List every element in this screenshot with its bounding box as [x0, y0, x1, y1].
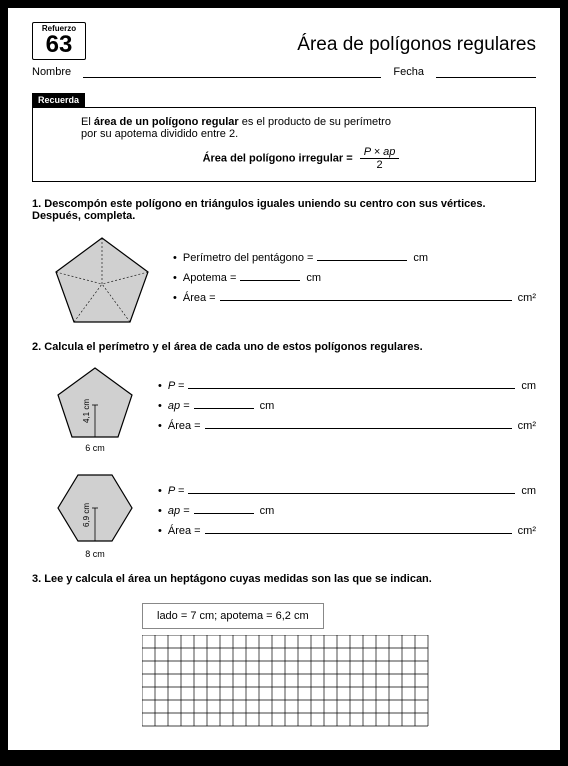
recuerda-text-post: es el producto de su perímetro	[239, 116, 391, 128]
formula-denominator: 2	[360, 159, 400, 171]
name-date-row: Nombre Fecha	[32, 66, 536, 78]
ex3-given-box: lado = 7 cm; apotema = 6,2 cm	[142, 603, 324, 629]
refuerzo-box: Refuerzo 63	[32, 22, 86, 60]
ex2-hexagon-body: 6,9 cm 8 cm •P =cm •ap =cm •Área =cm²	[50, 467, 536, 559]
unit-cm: cm	[306, 272, 321, 284]
ex2-pentagon: 4,1 cm 6 cm	[50, 363, 140, 453]
ex2-text: Calcula el perímetro y el área de cada u…	[44, 341, 422, 353]
unit-cm: cm	[521, 380, 536, 392]
unit-cm2: cm²	[518, 420, 536, 432]
p-label: P =	[168, 485, 184, 497]
ex2a-area-input[interactable]	[205, 418, 512, 429]
ex1-number: 1.	[32, 198, 41, 210]
unit-cm: cm	[521, 485, 536, 497]
refuerzo-number: 63	[39, 33, 79, 57]
header: Refuerzo 63 Área de polígonos regulares	[32, 22, 536, 60]
hex-side-label: 8 cm	[50, 549, 140, 559]
formula-fraction: P × ap 2	[360, 146, 400, 171]
exercise-3: 3. Lee y calcula el área un heptágono cu…	[32, 573, 536, 585]
ex2-pentagon-body: 4,1 cm 6 cm •P =cm •ap =cm •Área =cm²	[50, 363, 536, 453]
ex2-hex-bullets: •P =cm •ap =cm •Área =cm²	[158, 483, 536, 543]
unit-cm: cm	[413, 252, 428, 264]
ex2a-ap-input[interactable]	[194, 398, 254, 409]
ex2a-p-input[interactable]	[188, 378, 515, 389]
ex2b-ap-input[interactable]	[194, 503, 254, 514]
fecha-input-line[interactable]	[436, 66, 536, 78]
ex1-area-label: Área =	[183, 292, 216, 304]
ex1-body: •Perímetro del pentágono =cm •Apotema =c…	[50, 232, 536, 327]
area-label: Área =	[168, 525, 201, 537]
ex1-perimeter-label: Perímetro del pentágono =	[183, 252, 314, 264]
ap-label: ap =	[168, 505, 190, 517]
p-label: P =	[168, 380, 184, 392]
ex1-perimeter-input[interactable]	[317, 250, 407, 261]
ex3-number: 3.	[32, 573, 41, 585]
ex1-pentagon	[50, 232, 155, 327]
ex1-text: Descompón este polígono en triángulos ig…	[32, 198, 486, 222]
hex-apotema-label: 6,9 cm	[82, 503, 91, 527]
formula-numerator: P × ap	[360, 146, 400, 159]
unit-cm2: cm²	[518, 525, 536, 537]
unit-cm2: cm²	[518, 292, 536, 304]
ex2b-p-input[interactable]	[188, 483, 515, 494]
nombre-label: Nombre	[32, 66, 71, 78]
formula-label: Área del polígono irregular =	[203, 152, 353, 164]
recuerda-text-bold: área de un polígono regular	[94, 116, 239, 128]
formula: Área del polígono irregular = P × ap 2	[81, 146, 521, 171]
fecha-label: Fecha	[393, 66, 424, 78]
ex2-hexagon: 6,9 cm 8 cm	[50, 467, 140, 559]
ex2-pent-bullets: •P =cm •ap =cm •Área =cm²	[158, 378, 536, 438]
ex2-number: 2.	[32, 341, 41, 353]
exercise-1: 1. Descompón este polígono en triángulos…	[32, 198, 536, 222]
ex2b-area-input[interactable]	[205, 523, 512, 534]
page-title: Área de polígonos regulares	[297, 34, 536, 56]
ex3-answer-grid[interactable]	[142, 635, 536, 727]
ex1-apotema-input[interactable]	[240, 270, 300, 281]
area-label: Área =	[168, 420, 201, 432]
ap-label: ap =	[168, 400, 190, 412]
pent-apotema-label: 4,1 cm	[82, 399, 91, 423]
unit-cm: cm	[260, 505, 275, 517]
ex1-area-input[interactable]	[220, 290, 512, 301]
recuerda-line2: por su apotema dividido entre 2.	[81, 128, 238, 140]
worksheet-page: Refuerzo 63 Área de polígonos regulares …	[8, 8, 560, 750]
unit-cm: cm	[260, 400, 275, 412]
recuerda-text-pre: El	[81, 116, 94, 128]
pent-side-label: 6 cm	[50, 443, 140, 453]
recuerda-section: Recuerda El área de un polígono regular …	[32, 90, 536, 182]
recuerda-tab: Recuerda	[32, 93, 85, 107]
ex3-text: Lee y calcula el área un heptágono cuyas…	[44, 573, 432, 585]
ex1-bullets: •Perímetro del pentágono =cm •Apotema =c…	[173, 250, 536, 310]
ex1-apotema-label: Apotema =	[183, 272, 237, 284]
recuerda-box: El área de un polígono regular es el pro…	[32, 107, 536, 182]
exercise-2: 2. Calcula el perímetro y el área de cad…	[32, 341, 536, 353]
nombre-input-line[interactable]	[83, 66, 381, 78]
